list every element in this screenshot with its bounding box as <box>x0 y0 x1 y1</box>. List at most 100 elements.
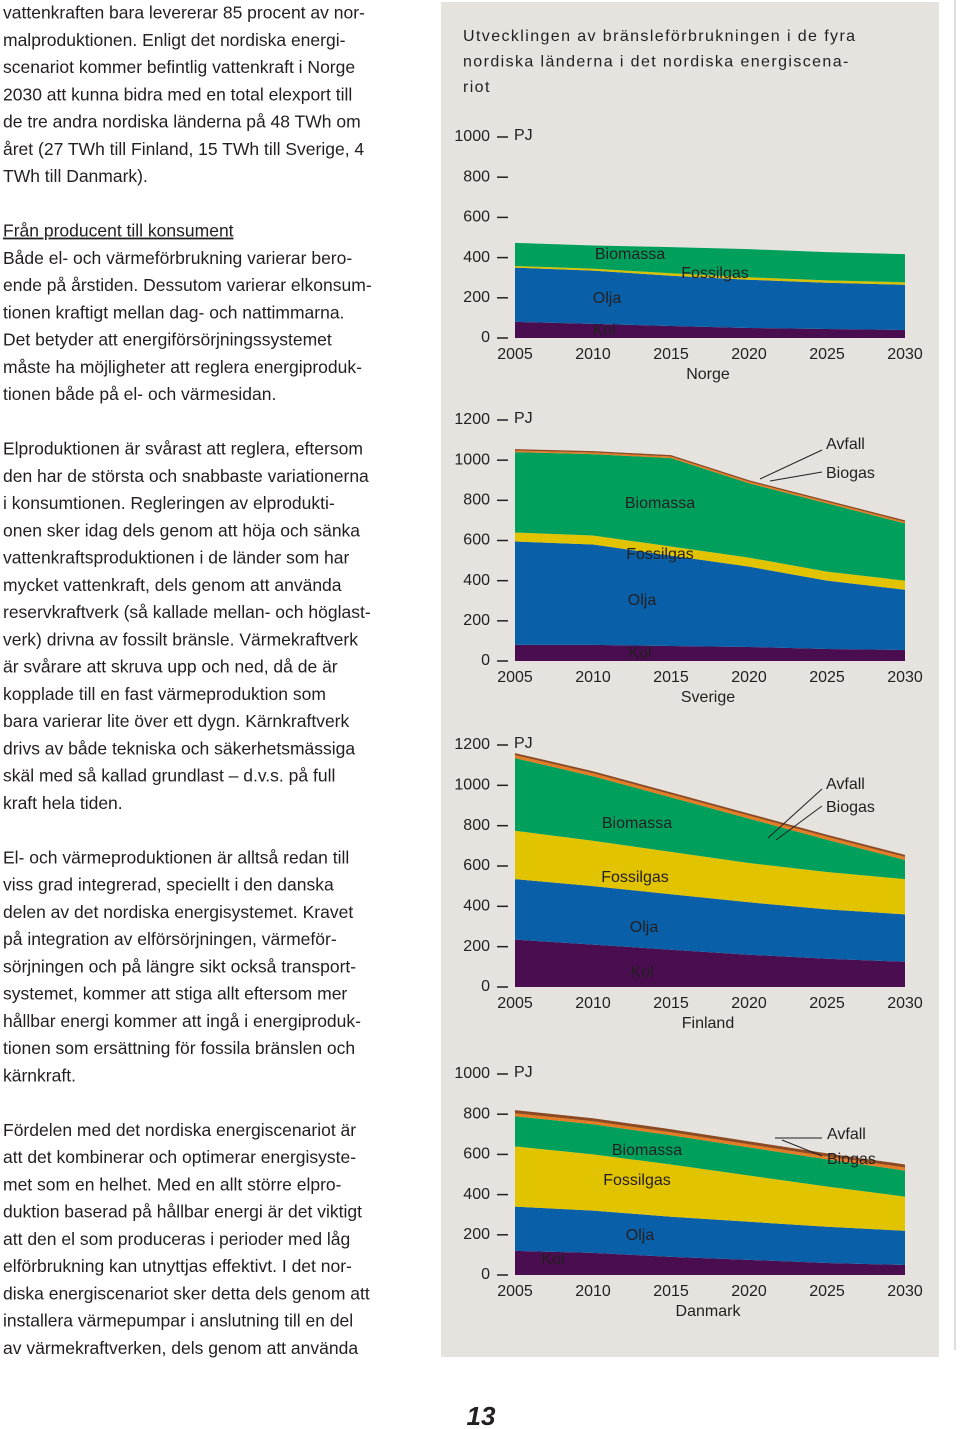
y-tick-label: 400 <box>463 249 490 266</box>
y-tick-label: 800 <box>463 168 490 185</box>
x-tick-label: 2020 <box>731 995 767 1012</box>
body-line: scenariot kommer befintlig vattenkraft i… <box>3 57 355 77</box>
series-label: Kol <box>541 1251 564 1268</box>
label-pointer <box>775 805 823 841</box>
body-line: Både el- och värmeförbrukning varierar b… <box>3 248 352 268</box>
area-chart: Kol Olja Fossilgas Biomassa 0 200 400 600 800 100… <box>454 127 922 383</box>
body-line: malproduktionen. Enligt det nordiska ene… <box>3 30 346 50</box>
body-line: är svårare att skruva upp och ned, då de… <box>3 657 338 677</box>
series-label: Kol <box>592 322 615 339</box>
x-axis-label: Sverige <box>681 689 735 706</box>
body-line: den har de största och snabbaste variati… <box>3 466 369 486</box>
y-tick-label: 800 <box>463 817 490 834</box>
section-heading: Från producent till konsument <box>3 221 234 241</box>
x-tick-label: 2030 <box>887 995 923 1012</box>
x-tick-label: 2010 <box>575 1283 611 1300</box>
label-pointer <box>781 1139 823 1157</box>
area-layer <box>515 266 905 285</box>
body-line: Det betyder att energiförsörjningssystem… <box>3 330 332 350</box>
y-tick-label: 0 <box>481 329 490 346</box>
area-chart: Kol Olja Fossilgas Biomassa Biogas Avfall 0 200… <box>454 735 922 1032</box>
label-pointer <box>767 788 823 839</box>
body-line: skäl med så kallad grundlast – d.v.s. på… <box>3 766 335 786</box>
y-tick-label: 400 <box>463 898 490 915</box>
series-label: Fossilgas <box>603 1172 671 1189</box>
series-label: Biomassa <box>625 495 695 512</box>
label-pointer <box>759 449 823 480</box>
panel-title: Utvecklingen av bränsleförbrukningen i d… <box>463 28 856 45</box>
body-line: 2030 att kunna bidra med en total elexpo… <box>3 84 352 104</box>
y-tick-label: 0 <box>481 652 490 669</box>
series-label: Olja <box>626 1227 655 1244</box>
y-tick-label: 1000 <box>454 1065 490 1082</box>
area-layer <box>515 1206 905 1265</box>
body-line: kraft hela tiden. <box>3 793 123 813</box>
body-line: på integration av elförsörjningen, värme… <box>3 929 337 949</box>
body-line: onen sker idag dels genom att höja och s… <box>3 520 360 540</box>
area-chart: Kol Olja Fossilgas Biomassa Biogas Avfall 0 200… <box>454 1064 922 1320</box>
body-line: de tre andra nordiska länderna på 48 TWh… <box>3 112 361 132</box>
y-tick-label: 200 <box>463 612 490 629</box>
series-label: Biomassa <box>595 246 665 263</box>
body-line: i konsumtionen. Regleringen av elprodukt… <box>3 493 335 513</box>
x-tick-label: 2030 <box>887 346 923 363</box>
y-tick-label: 800 <box>463 492 490 509</box>
y-tick-label: 1200 <box>454 411 490 428</box>
series-label: Fossilgas <box>626 546 694 563</box>
body-line: sörjningen och på längre sikt också tran… <box>3 956 356 976</box>
body-line: TWh till Danmark). <box>3 166 148 186</box>
body-line: kopplade till en fast värmeproduktion so… <box>3 684 326 704</box>
x-axis-label: Danmark <box>676 1303 742 1320</box>
body-line: delen av det nordiska energisystemet. Kr… <box>3 902 353 922</box>
x-tick-label: 2025 <box>809 346 845 363</box>
series-label: Avfall <box>826 776 865 793</box>
area-layer <box>515 644 905 661</box>
body-line: att det kombinerar och optimerar energis… <box>3 1147 356 1167</box>
x-tick-label: 2005 <box>497 995 533 1012</box>
x-tick-label: 2015 <box>653 1283 689 1300</box>
x-tick-label: 2020 <box>731 1283 767 1300</box>
x-axis-label: Finland <box>682 1015 734 1032</box>
area-layer <box>515 1116 905 1197</box>
body-line: hållbar energi kommer att ingå i energip… <box>3 1011 361 1031</box>
y-tick-label: 400 <box>463 1186 490 1203</box>
series-label: Biogas <box>826 465 875 482</box>
area-layer <box>515 532 905 590</box>
y-tick-label: 1000 <box>454 777 490 794</box>
series-label: Fossilgas <box>601 869 669 886</box>
x-tick-label: 2005 <box>497 346 533 363</box>
body-line: vattenkraftsproduktionen i de länder som… <box>3 548 349 568</box>
area-layer <box>515 267 905 330</box>
series-label: Olja <box>630 919 659 936</box>
body-line: Fördelen med det nordiska energiscenario… <box>3 1120 356 1140</box>
body-line: vattenkraften bara levererar 85 procent … <box>3 3 365 23</box>
y-tick-label: 600 <box>463 532 490 549</box>
x-tick-label: 2020 <box>731 346 767 363</box>
body-line: met som en helhet. Med en allt större el… <box>3 1174 342 1194</box>
y-tick-label: 1000 <box>454 128 490 145</box>
series-label: Biomassa <box>612 1142 682 1159</box>
area-layer <box>515 242 905 283</box>
area-layer <box>515 830 905 915</box>
y-tick-label: 400 <box>463 572 490 589</box>
x-tick-label: 2030 <box>887 1283 923 1300</box>
y-tick-label: 200 <box>463 1226 490 1243</box>
body-line: måste ha möjligheter att reglera energip… <box>3 357 362 377</box>
area-layer <box>515 939 905 987</box>
body-line: ende på årstiden. Dessutom varierar elko… <box>3 275 372 295</box>
series-label: Avfall <box>827 1126 866 1143</box>
body-line: att den el som produceras i perioder med… <box>3 1229 350 1249</box>
x-tick-label: 2010 <box>575 995 611 1012</box>
y-unit: PJ <box>514 127 533 144</box>
area-layer <box>515 1113 905 1171</box>
panel-title: nordiska länderna i det nordiska energis… <box>463 54 850 71</box>
area-layer <box>515 1110 905 1168</box>
panel-title: riot <box>463 79 491 96</box>
series-label: Olja <box>628 592 657 609</box>
area-chart: Kol Olja Fossilgas Biomassa Biogas Avfall 0 200… <box>454 410 922 706</box>
body-line: reservkraftverk (så kallade mellan- och … <box>3 602 371 622</box>
body-line: tionen både på el- och värmesidan. <box>3 384 276 404</box>
area-layer <box>515 1146 905 1231</box>
area-layer <box>515 879 905 962</box>
